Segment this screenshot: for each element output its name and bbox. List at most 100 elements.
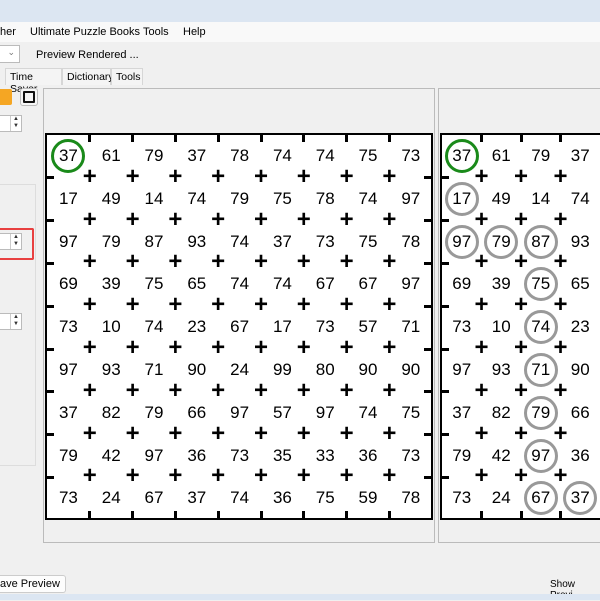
tab-dictionary[interactable]: Dictionary: [62, 68, 111, 85]
dropdown-select[interactable]: ⌄: [0, 45, 20, 63]
tab-time-saver[interactable]: Time Saver: [5, 68, 62, 85]
cross-icon: +: [335, 422, 359, 446]
path-circle: [563, 481, 597, 515]
edge-tick: [174, 511, 177, 518]
edge-tick: [424, 262, 431, 265]
cross-icon: +: [163, 208, 187, 232]
edge-tick: [47, 219, 54, 222]
cross-icon: +: [470, 293, 494, 317]
cross-icon: +: [163, 293, 187, 317]
edge-tick: [345, 511, 348, 518]
cross-icon: +: [470, 464, 494, 488]
cross-icon: +: [377, 208, 401, 232]
cross-icon: +: [206, 379, 230, 403]
number-spinner-2[interactable]: ▲▼: [0, 313, 22, 330]
cross-icon: +: [377, 293, 401, 317]
cross-icon: +: [249, 293, 273, 317]
grid-cell: 74: [218, 488, 261, 508]
menu-item-help[interactable]: Help: [183, 26, 206, 38]
grid-cell: 59: [347, 488, 390, 508]
edge-tick: [260, 135, 263, 142]
edge-tick: [217, 511, 220, 518]
edge-tick: [442, 262, 449, 265]
save-button[interactable]: [20, 88, 38, 106]
cross-icon: +: [78, 293, 102, 317]
edge-tick: [424, 305, 431, 308]
menu-item-ultimate-puzzle-books[interactable]: Ultimate Puzzle Books: [30, 26, 140, 38]
edge-tick: [131, 135, 134, 142]
path-circle: [445, 225, 479, 259]
edge-tick: [47, 433, 54, 436]
cross-icon: +: [206, 422, 230, 446]
save-preview-button[interactable]: ave Preview: [0, 575, 66, 593]
edge-tick: [424, 476, 431, 479]
cross-icon: +: [78, 336, 102, 360]
cross-icon: +: [377, 422, 401, 446]
cross-icon: +: [121, 422, 145, 446]
cross-icon: +: [121, 165, 145, 189]
cross-icon: +: [549, 208, 573, 232]
cross-icon: +: [206, 293, 230, 317]
cross-icon: +: [206, 336, 230, 360]
edge-tick: [131, 511, 134, 518]
grid-cell: 24: [482, 488, 522, 508]
cross-icon: +: [163, 336, 187, 360]
cross-icon: +: [206, 250, 230, 274]
cross-icon: +: [206, 464, 230, 488]
cross-icon: +: [335, 336, 359, 360]
number-spinner-1[interactable]: ▲▼: [0, 115, 22, 132]
edge-tick: [424, 348, 431, 351]
spinner-arrows-icon[interactable]: ▲▼: [10, 116, 21, 131]
grid-cell: 36: [261, 488, 304, 508]
preview-rendered-button[interactable]: Preview Rendered ...: [36, 49, 139, 61]
cross-icon: +: [335, 208, 359, 232]
tab-tools[interactable]: Tools: [111, 68, 143, 85]
cross-icon: +: [292, 208, 316, 232]
cross-icon: +: [121, 336, 145, 360]
edge-tick: [424, 176, 431, 179]
edge-tick: [424, 219, 431, 222]
spinner-arrows-icon[interactable]: ▲▼: [10, 314, 21, 329]
edge-tick: [480, 511, 483, 518]
cross-icon: +: [335, 293, 359, 317]
edge-tick: [388, 135, 391, 142]
edge-tick: [559, 135, 562, 142]
edge-tick: [388, 511, 391, 518]
cross-icon: +: [78, 208, 102, 232]
edge-tick: [47, 262, 54, 265]
cross-icon: +: [249, 165, 273, 189]
edge-tick: [424, 390, 431, 393]
cross-icon: +: [121, 293, 145, 317]
cross-icon: +: [78, 422, 102, 446]
path-circle: [524, 353, 558, 387]
edge-tick: [47, 390, 54, 393]
cross-icon: +: [470, 336, 494, 360]
floppy-disk-icon: [23, 91, 35, 103]
path-circle: [524, 310, 558, 344]
edge-tick: [442, 433, 449, 436]
cross-icon: +: [292, 165, 316, 189]
edge-tick: [47, 305, 54, 308]
cross-icon: +: [292, 422, 316, 446]
cross-icon: +: [78, 464, 102, 488]
edge-tick: [47, 348, 54, 351]
cross-icon: +: [470, 379, 494, 403]
edge-tick: [345, 135, 348, 142]
edge-tick: [520, 511, 523, 518]
cross-icon: +: [163, 464, 187, 488]
edge-tick: [442, 176, 449, 179]
grid-cell: 73: [442, 488, 482, 508]
menu-item-tools[interactable]: Tools: [143, 26, 169, 38]
folder-icon[interactable]: [0, 89, 12, 105]
menu-bar: her Ultimate Puzzle Books Tools Help: [0, 22, 600, 42]
cross-icon: +: [549, 165, 573, 189]
edge-tick: [260, 511, 263, 518]
cross-icon: +: [335, 250, 359, 274]
edge-tick: [88, 511, 91, 518]
cross-icon: +: [335, 379, 359, 403]
cross-icon: +: [470, 422, 494, 446]
edge-tick: [47, 476, 54, 479]
cross-icon: +: [121, 464, 145, 488]
menu-item-partial[interactable]: her: [0, 26, 16, 38]
